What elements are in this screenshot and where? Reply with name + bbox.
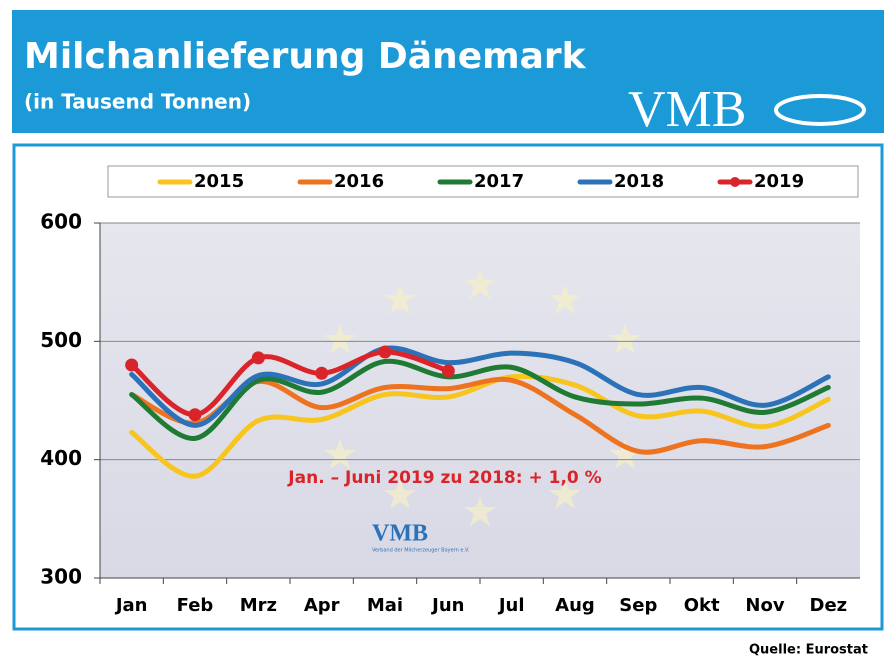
annotation: Jan. – Juni 2019 zu 2018: + 1,0 % [287,468,601,488]
x-tick-label: Jun [430,595,464,616]
y-tick-label: 600 [40,210,82,234]
series-marker [315,366,329,380]
x-tick-label: Feb [177,595,214,616]
legend-label: 2015 [194,171,244,192]
series-marker [125,358,139,372]
legend-label: 2016 [334,171,384,192]
legend-label: 2018 [614,171,664,192]
legend-label: 2017 [474,171,524,192]
x-tick-label: Dez [810,595,848,616]
series-line [129,345,831,428]
x-tick-label: Aug [555,595,595,616]
series-marker [251,351,265,365]
legend-label: 2019 [754,171,804,192]
legend-marker [730,177,740,187]
series-line [129,358,831,441]
x-tick-label: Okt [684,595,720,616]
series-marker [188,408,202,422]
header-bar [12,10,884,133]
x-tick-label: Apr [304,595,340,616]
series-line [129,373,831,479]
x-tick-label: Jul [497,595,525,616]
watermark-subtitle: Verband der Milcherzeuger Bayern e.V. [372,548,470,554]
header-logo: VMB [628,81,746,138]
x-tick-label: Mai [367,595,403,616]
header-title: Milchanlieferung Dänemark [24,36,587,77]
watermark-logo: VMB [372,521,428,547]
x-tick-label: Jan [114,595,148,616]
y-tick-label: 500 [40,328,82,352]
header-subtitle: (in Tausend Tonnen) [24,90,251,114]
series-marker [441,364,455,378]
source: Quelle: Eurostat [749,643,868,658]
x-tick-label: Nov [745,595,784,616]
x-tick-label: Mrz [240,595,277,616]
logo-swirl [774,94,866,126]
y-tick-label: 400 [40,446,82,470]
y-tick-label: 300 [40,565,82,589]
series-marker [378,345,392,359]
x-tick-label: Sep [619,595,657,616]
